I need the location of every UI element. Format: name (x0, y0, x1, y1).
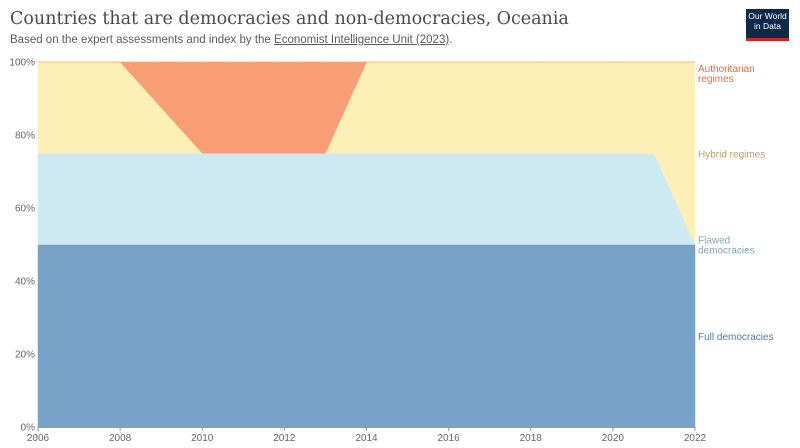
x-tick-label: 2008 (109, 433, 132, 444)
logo-line-1: Our World (748, 11, 787, 21)
chart-subtitle: Based on the expert assessments and inde… (10, 34, 452, 46)
series-label-line: Authoritarian (698, 64, 755, 75)
series-label-line: Hybrid regimes (698, 149, 765, 160)
area-authoritarian-regimes[interactable] (38, 61, 695, 154)
subtitle-end: . (449, 34, 453, 46)
subtitle-text: Based on the expert assessments and inde… (10, 34, 275, 46)
x-tick-label: 2016 (438, 433, 461, 444)
y-tick-label: 100% (9, 58, 35, 69)
logo-line-2: in Data (754, 20, 781, 31)
series-label-line: regimes (698, 74, 734, 85)
y-tick-label: 80% (15, 131, 35, 142)
y-tick-label: 20% (15, 350, 35, 361)
series-label: Full democracies (698, 332, 774, 343)
series-label-line: democracies (698, 246, 755, 257)
x-tick-label: 2006 (27, 433, 50, 444)
x-tick-label: 2014 (355, 433, 378, 444)
y-tick-label: 60% (15, 204, 35, 215)
source-link[interactable]: Economist Intelligence Unit (2023) (274, 34, 450, 46)
series-label: Hybrid regimes (698, 149, 765, 160)
x-tick-label: 2018 (520, 433, 543, 444)
x-tick-label: 2010 (191, 433, 214, 444)
series-labels: Authoritarian regimes Hybrid regimes Flawed… (698, 64, 774, 343)
x-tick-label: 2012 (273, 433, 296, 444)
series-label: Authoritarian regimes (698, 64, 755, 85)
series-label-line: Full democracies (698, 332, 774, 343)
y-axis: 0% 20% 40% 60% 80% 100% (9, 58, 35, 434)
area-series (37, 61, 696, 428)
series-label: Flawed democracies (698, 236, 755, 257)
area-flawed-democracies[interactable] (37, 153, 696, 245)
series-label-line: Flawed (698, 236, 730, 247)
y-tick-label: 0% (21, 423, 36, 434)
y-tick-label: 40% (15, 277, 35, 288)
owid-logo[interactable]: Our World in Data (746, 9, 789, 41)
x-axis: 2006 2008 2010 2012 2014 2016 2018 2020 2022 (27, 427, 707, 444)
x-tick-label: 2020 (602, 433, 625, 444)
x-tick-label: 2022 (684, 433, 707, 444)
area-full-democracies[interactable] (37, 244, 696, 428)
chart-title: Countries that are democracies and non-d… (10, 9, 569, 29)
